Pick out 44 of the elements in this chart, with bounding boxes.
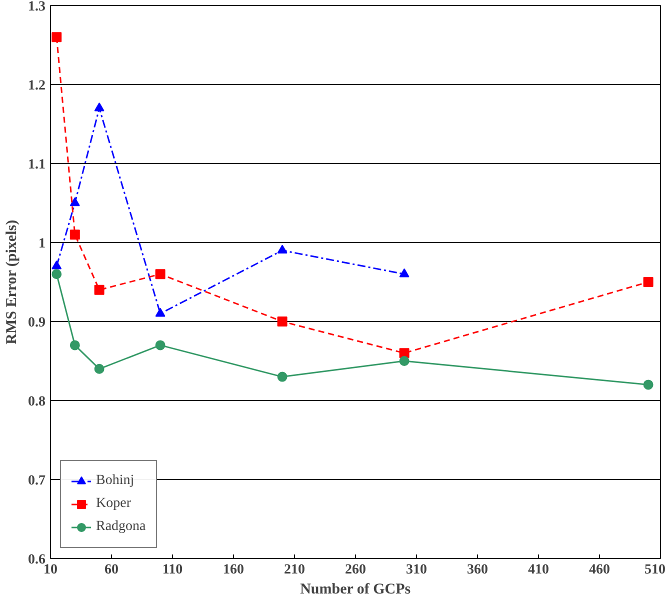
y-tick-label: 0.7 [28,474,46,488]
x-tick-label: 210 [284,562,305,578]
point [155,269,166,280]
x-tick-label: 110 [162,562,183,578]
y-axis-title: RMS Error (pixels) [4,220,20,344]
y-tick-label: 1.1 [28,158,46,172]
point [70,230,80,240]
point [277,244,288,254]
x-tick-label: 360 [467,562,488,578]
x-tick-label: 260 [345,562,366,578]
point [399,348,410,358]
x-tick-label: 410 [528,562,549,578]
point [643,380,654,390]
x-tick-label: 310 [406,562,427,578]
x-tick-label: 60 [104,562,118,578]
y-tick-label: 0.9 [28,316,46,330]
point [155,340,166,350]
point [155,308,166,317]
point [52,260,62,270]
point [70,197,80,206]
point [399,268,410,278]
point [94,102,104,112]
point [94,284,104,295]
legend-label: Radgona [96,519,146,535]
y-tick-label: 1 [38,236,46,252]
legend-label: Koper [96,496,131,512]
point [94,364,104,374]
point [70,340,80,350]
x-axis-title: Number of GCPs [300,582,411,598]
legend-label: Bohinj [96,473,134,489]
x-tick-label: 160 [223,562,244,578]
point [52,32,62,42]
point [52,269,62,280]
y-tick-label: 0.6 [28,552,46,568]
y-tick-label: 0.8 [28,394,46,410]
point [277,372,288,382]
y-tick-label: 1.2 [28,78,46,94]
x-tick-label: 10 [44,562,58,578]
y-tick-label: 1.3 [28,0,46,14]
point [643,277,654,287]
point [277,316,288,326]
x-tick-label: 460 [589,562,610,578]
point [399,356,410,366]
x-tick-label: 510 [644,562,666,578]
